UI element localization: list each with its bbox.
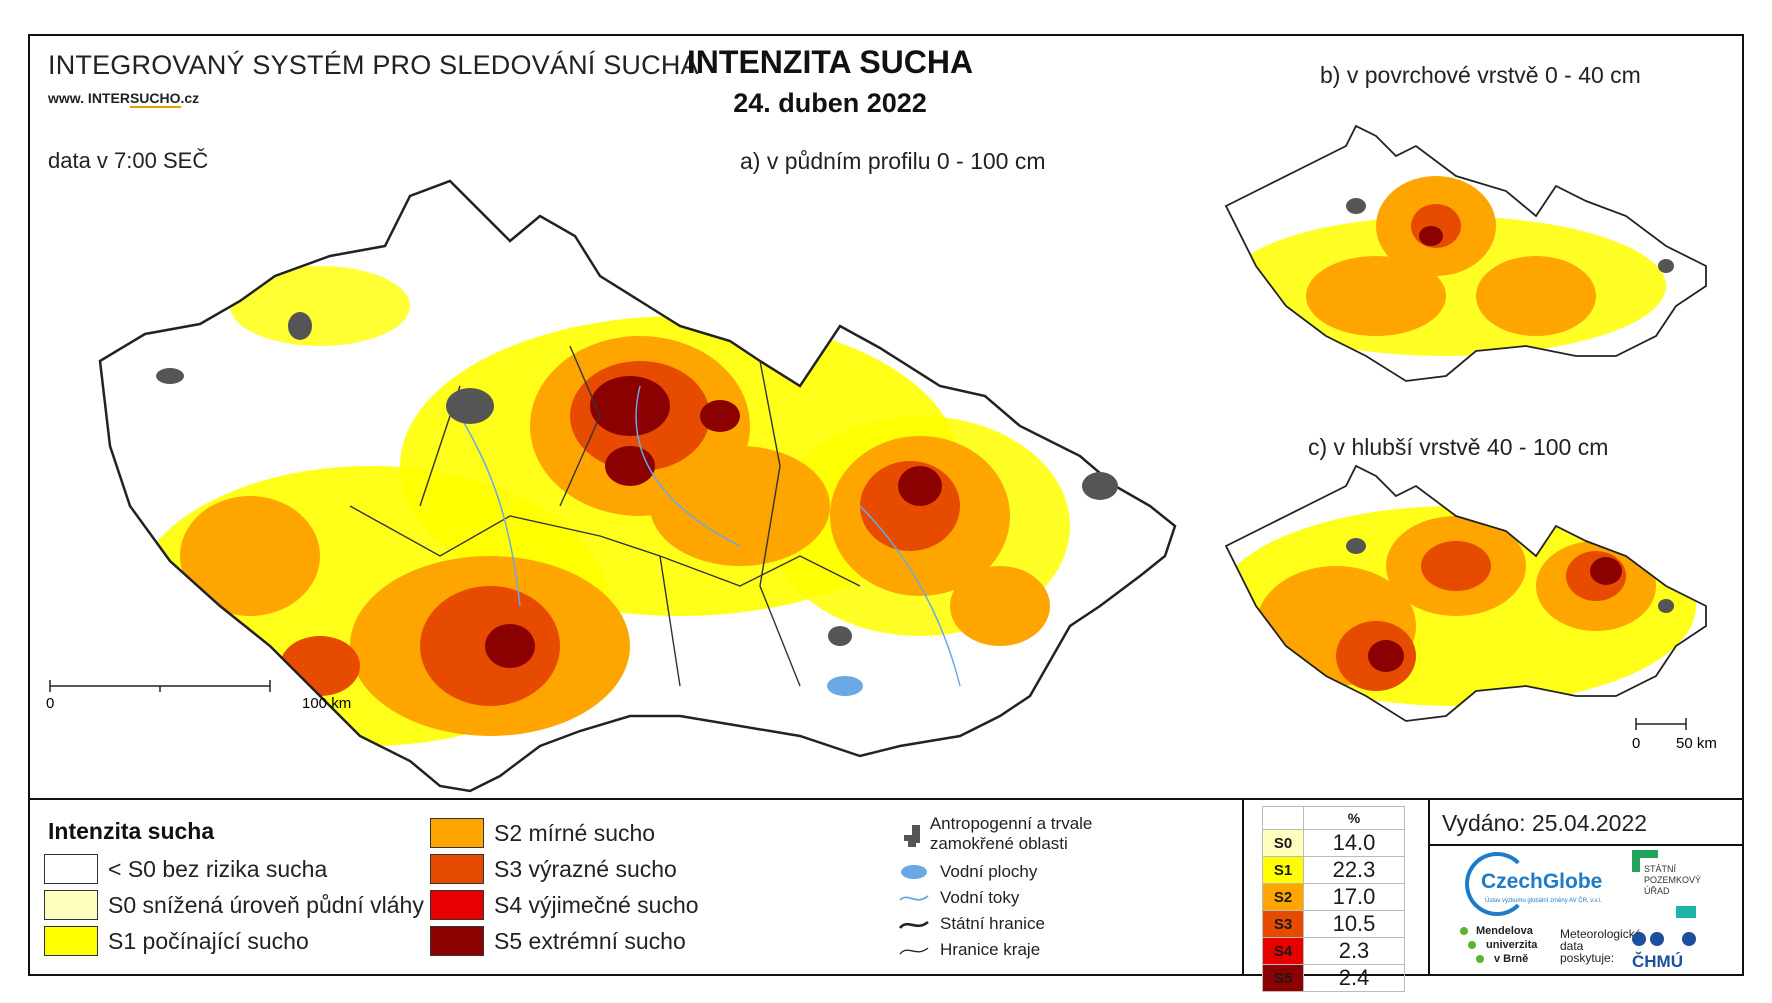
percent-header: % xyxy=(1303,806,1405,830)
scale-c-end: 50 km xyxy=(1676,735,1717,752)
table-row: S0 14.0 xyxy=(1262,829,1405,857)
map-c-label: c) v hlubší vrstvě 40 - 100 cm xyxy=(1308,434,1609,460)
table-row: S4 2.3 xyxy=(1262,937,1405,965)
anthropogenic-area-icon xyxy=(904,825,920,847)
legend-swatch xyxy=(44,926,98,956)
surface-layer-map xyxy=(1224,124,1707,382)
legend-swatch xyxy=(430,854,484,884)
scale-a-start: 0 xyxy=(46,695,54,712)
percent-table: % S0 14.0 S1 22.3 S2 17.0 S3 10.5 S4 2.3 S5 2.… xyxy=(1262,806,1405,992)
scale-c-start: 0 xyxy=(1632,735,1640,752)
system-title: INTEGROVANÝ SYSTÉM PRO SLEDOVÁNÍ SUCHA xyxy=(48,50,699,80)
legend-region-border: Hranice kraje xyxy=(898,940,1040,960)
main-drought-map: 0 100 km xyxy=(46,179,1177,793)
chmu-logo: ČHMÚ xyxy=(1632,930,1712,974)
legend-swatch xyxy=(430,890,484,920)
map-b-label: b) v povrchové vrstvě 0 - 40 cm xyxy=(1320,62,1641,88)
page-title: INTENZITA SUCHA xyxy=(686,44,974,80)
legend-title: Intenzita sucha xyxy=(48,818,215,844)
water-body-icon xyxy=(901,865,927,879)
legend-water-bodies: Vodní plochy xyxy=(898,862,1037,882)
table-row: S2 17.0 xyxy=(1262,883,1405,911)
percent-table-box: % S0 14.0 S1 22.3 S2 17.0 S3 10.5 S4 2.3 S5 2.… xyxy=(1242,800,1430,992)
issued-date: Vydáno: 25.04.2022 xyxy=(1442,810,1648,836)
water-stream-icon xyxy=(899,895,929,901)
legend-item-none: < S0 bez rizika sucha xyxy=(44,854,327,884)
legend-item-s1: S1 počínající sucho xyxy=(44,926,309,956)
legend-item-s3: S3 výrazné sucho xyxy=(430,854,677,884)
legend-swatch xyxy=(430,818,484,848)
map-a-label: a) v půdním profilu 0 - 100 cm xyxy=(740,148,1046,174)
legend-panel: Intenzita sucha < S0 bez rizika sucha S0… xyxy=(30,798,1742,992)
meteo-data-note: Meteorologická data poskytuje: xyxy=(1560,927,1642,965)
legend-water-streams: Vodní toky xyxy=(898,888,1019,908)
legend-anthropogenic: Antropogenní a trvale zamokřené oblasti xyxy=(898,814,1138,854)
data-time-label: data v 7:00 SEČ xyxy=(48,148,209,173)
legend-item-s5: S5 extrémní sucho xyxy=(430,926,686,956)
map-date: 24. duben 2022 xyxy=(733,88,927,118)
legend-swatch xyxy=(430,926,484,956)
legend-swatch xyxy=(44,890,98,920)
legend-item-s2: S2 mírné sucho xyxy=(430,818,655,848)
legend-item-s0: S0 snížená úroveň půdní vláhy xyxy=(44,890,424,920)
legend-state-border: Státní hranice xyxy=(898,914,1045,934)
mendelu-logo: Mendelova univerzita v Brně xyxy=(1460,924,1560,974)
state-border-icon xyxy=(898,920,929,929)
czechglobe-logo: CzechGlobe Ústav výzkumu globální změny … xyxy=(1465,852,1605,922)
region-border-icon xyxy=(899,947,929,955)
legend-swatch xyxy=(44,854,98,884)
table-row: S5 2.4 xyxy=(1262,964,1405,992)
table-row: S1 22.3 xyxy=(1262,856,1405,884)
table-row: S3 10.5 xyxy=(1262,910,1405,938)
scale-a-end: 100 km xyxy=(302,695,351,712)
website-link[interactable]: www. INTERSUCHO.cz xyxy=(48,90,200,108)
deep-layer-map: 0 50 km xyxy=(1224,464,1717,752)
map-frame: INTEGROVANÝ SYSTÉM PRO SLEDOVÁNÍ SUCHA w… xyxy=(28,34,1744,992)
legend-item-s4: S4 výjimečné sucho xyxy=(430,890,699,920)
spu-logo: STÁTNÍ POZEMKOVÝ ÚŘAD xyxy=(1632,850,1712,920)
